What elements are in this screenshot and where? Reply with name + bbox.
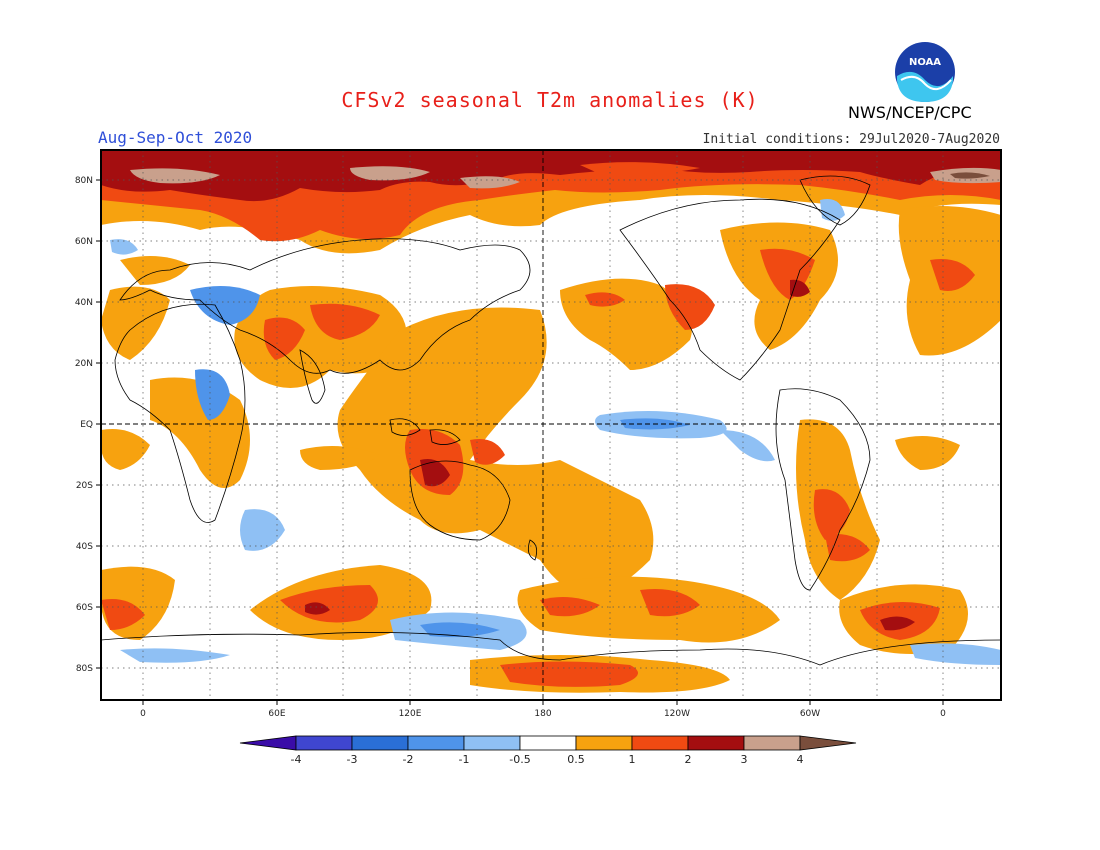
lon-label: 60W	[800, 709, 820, 719]
agency-label: NWS/NCEP/CPC	[848, 103, 972, 122]
lon-label: 0	[140, 709, 146, 719]
longitude-labels: 0 60E 120E 180 120W 60W 0	[140, 709, 946, 719]
colorbar-label: -4	[291, 753, 302, 766]
colorbar-segment	[631, 735, 689, 751]
lon-label: 60E	[268, 709, 285, 719]
colorbar-segment	[519, 735, 577, 751]
lat-label: 20N	[75, 359, 93, 369]
lat-label: 60N	[75, 237, 93, 247]
initial-conditions-label: Initial conditions: 29Jul2020-7Aug2020	[702, 132, 1000, 147]
colorbar-label: 3	[741, 753, 748, 766]
colorbar-max-arrow	[799, 735, 857, 751]
map-title: CFSv2 seasonal T2m anomalies (K)	[341, 88, 759, 112]
lat-label: 80S	[76, 664, 93, 674]
colorbar-label: 0.5	[567, 753, 585, 766]
colorbar-label: -1	[459, 753, 470, 766]
anomaly-field	[101, 150, 1001, 700]
noaa-logo: NOAA	[895, 42, 955, 102]
map-frame	[100, 149, 1002, 701]
colorbar-label: -3	[347, 753, 358, 766]
latitude-labels: 80N 60N 40N 20N EQ 20S 40S 60S 80S	[75, 176, 93, 674]
colorbar-segment	[743, 735, 801, 751]
colorbar-segment	[295, 735, 353, 751]
colorbar: -4 -3 -2 -1 -0.5 0.5 1 2 3 4	[239, 735, 857, 766]
colorbar-segment	[407, 735, 465, 751]
colorbar-label: -2	[403, 753, 414, 766]
season-label: Aug-Sep-Oct 2020	[98, 128, 253, 147]
colorbar-segment	[351, 735, 409, 751]
lon-label: 120E	[399, 709, 422, 719]
lat-label: 40N	[75, 298, 93, 308]
colorbar-label: 1	[629, 753, 636, 766]
logo-lettering: NOAA	[909, 57, 941, 68]
colorbar-label: -0.5	[509, 753, 530, 766]
colorbar-segment	[575, 735, 633, 751]
coastlines	[101, 175, 1001, 666]
lat-label: EQ	[80, 420, 93, 430]
lon-label: 0	[940, 709, 946, 719]
colorbar-segment	[463, 735, 521, 751]
colorbar-label: 2	[685, 753, 692, 766]
graticule	[101, 150, 1001, 700]
lat-label: 60S	[76, 603, 93, 613]
lat-label: 20S	[76, 481, 93, 491]
lon-label: 180	[534, 709, 551, 719]
colorbar-min-arrow	[239, 735, 297, 751]
colorbar-label: 4	[797, 753, 804, 766]
axis-ticks	[96, 179, 944, 705]
lat-label: 80N	[75, 176, 93, 186]
lon-label: 120W	[664, 709, 690, 719]
colorbar-segment	[687, 735, 745, 751]
lat-label: 40S	[76, 542, 93, 552]
